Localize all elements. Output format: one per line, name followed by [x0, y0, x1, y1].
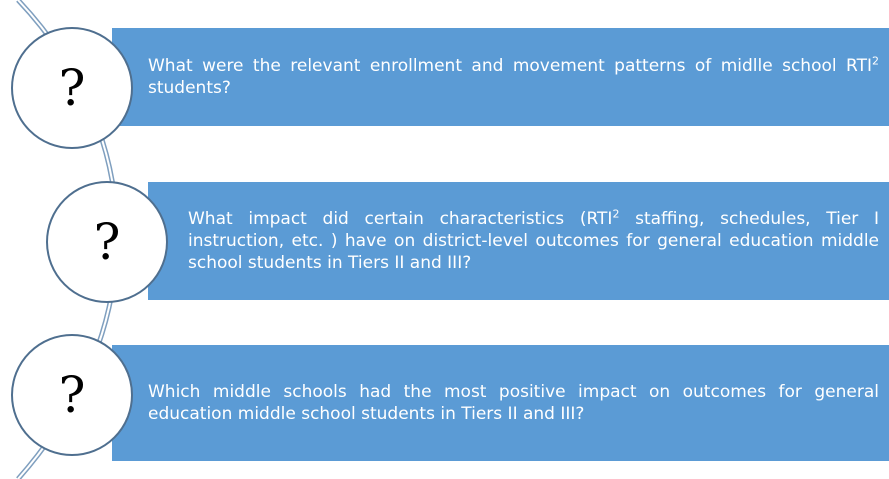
question-text: staffing, schedules, Tier I instruction,… [188, 209, 879, 273]
question-mark-circle: ? [11, 334, 133, 456]
question-text: Which middle schools had the most positi… [148, 382, 879, 424]
question-box: What were the relevant enrollment and mo… [112, 28, 889, 126]
question-box: Which middle schools had the most positi… [112, 345, 889, 461]
question-text: What impact did certain characteristics … [188, 209, 613, 229]
question-text: What were the relevant enrollment and mo… [148, 56, 872, 76]
superscript: 2 [872, 54, 879, 68]
question-box: What impact did certain characteristics … [148, 182, 889, 300]
question-mark-circle: ? [11, 27, 133, 149]
question-mark-circle: ? [46, 181, 168, 303]
superscript: 2 [612, 207, 620, 221]
question-text: students? [148, 78, 231, 98]
